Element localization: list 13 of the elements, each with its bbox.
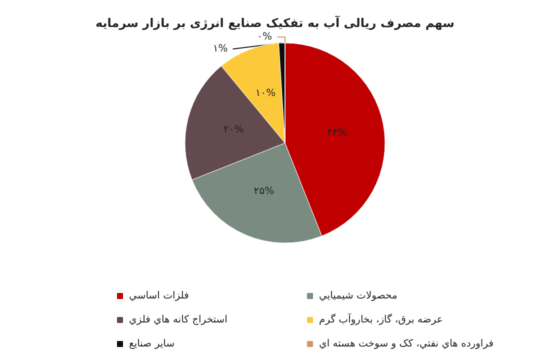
legend-label: فراورده هاي نفتي، کک و سوخت هسته اي	[319, 338, 494, 350]
legend-label: محصولات شيميايي	[319, 290, 398, 302]
legend-label: فلزات اساسي	[129, 290, 190, 302]
legend-label: استخراج کانه هاي فلزي	[129, 314, 228, 326]
data-label: ۴۴%	[326, 128, 348, 139]
data-label: ۲۰%	[224, 124, 244, 136]
data-label: ۱۰%	[255, 88, 276, 100]
chart-title: سهم مصرف ریالی آب به تفکیک صنایع انرژی بر بازار سرمایه	[96, 15, 454, 30]
text: ۰%	[257, 32, 272, 42]
data-label: ۱%	[212, 44, 228, 54]
data-label: ۲۵%	[254, 186, 274, 198]
legend-label: عرضه برق، گاز، بخاروآب گرم	[319, 312, 443, 326]
legend-label: ساير صنايع	[129, 338, 175, 350]
